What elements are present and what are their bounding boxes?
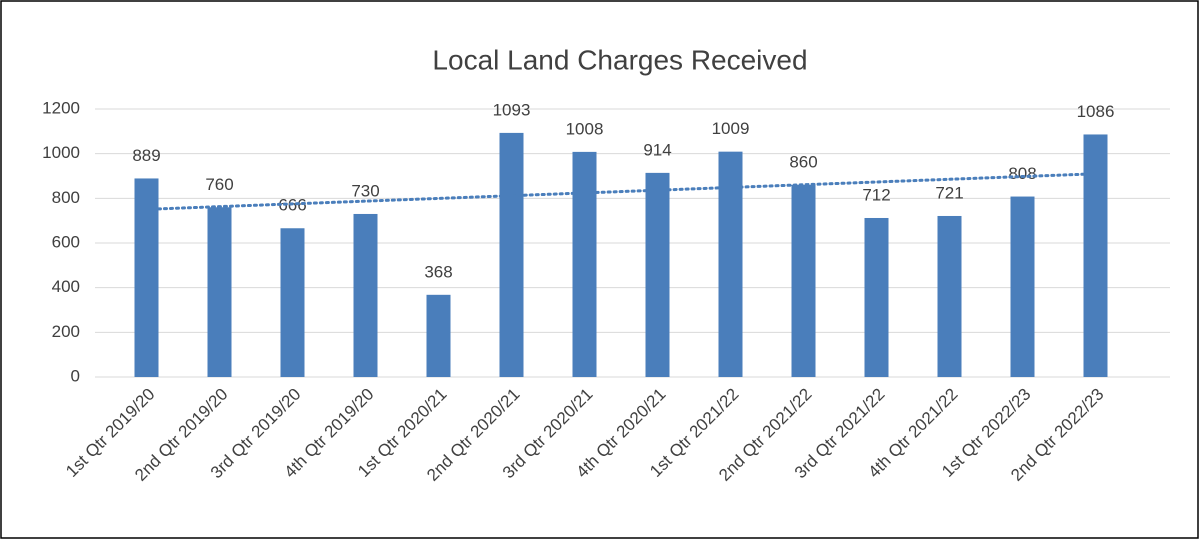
data-label: 808 [1008, 164, 1036, 183]
chart-title: Local Land Charges Received [432, 44, 807, 75]
bar [207, 207, 232, 377]
y-tick-label: 0 [71, 366, 80, 385]
bar [499, 132, 524, 377]
data-label: 730 [351, 181, 379, 200]
data-label: 1009 [712, 119, 750, 138]
data-label: 1086 [1077, 102, 1115, 121]
bar [937, 215, 962, 377]
bar [426, 294, 451, 377]
bar [645, 172, 670, 377]
y-tick-label: 400 [52, 277, 80, 296]
y-tick-label: 200 [52, 322, 80, 341]
y-tick-label: 1000 [42, 143, 80, 162]
data-label: 1008 [566, 119, 604, 138]
bar [353, 213, 378, 377]
y-tick-label: 600 [52, 232, 80, 251]
bar [280, 228, 305, 377]
data-label: 721 [935, 183, 963, 202]
data-label: 860 [789, 152, 817, 171]
bar [572, 151, 597, 377]
data-label: 914 [643, 140, 671, 159]
data-label: 760 [205, 175, 233, 194]
bar [864, 217, 889, 377]
bar [1010, 196, 1035, 377]
bar [1083, 134, 1108, 377]
data-label: 1093 [493, 100, 531, 119]
data-label: 368 [424, 262, 452, 281]
data-label: 712 [862, 185, 890, 204]
bar [791, 184, 816, 377]
data-label: 889 [132, 146, 160, 165]
y-tick-label: 800 [52, 188, 80, 207]
bar [134, 178, 159, 377]
trendline [145, 172, 1097, 211]
bar [718, 151, 743, 377]
y-tick-label: 1200 [42, 98, 80, 117]
